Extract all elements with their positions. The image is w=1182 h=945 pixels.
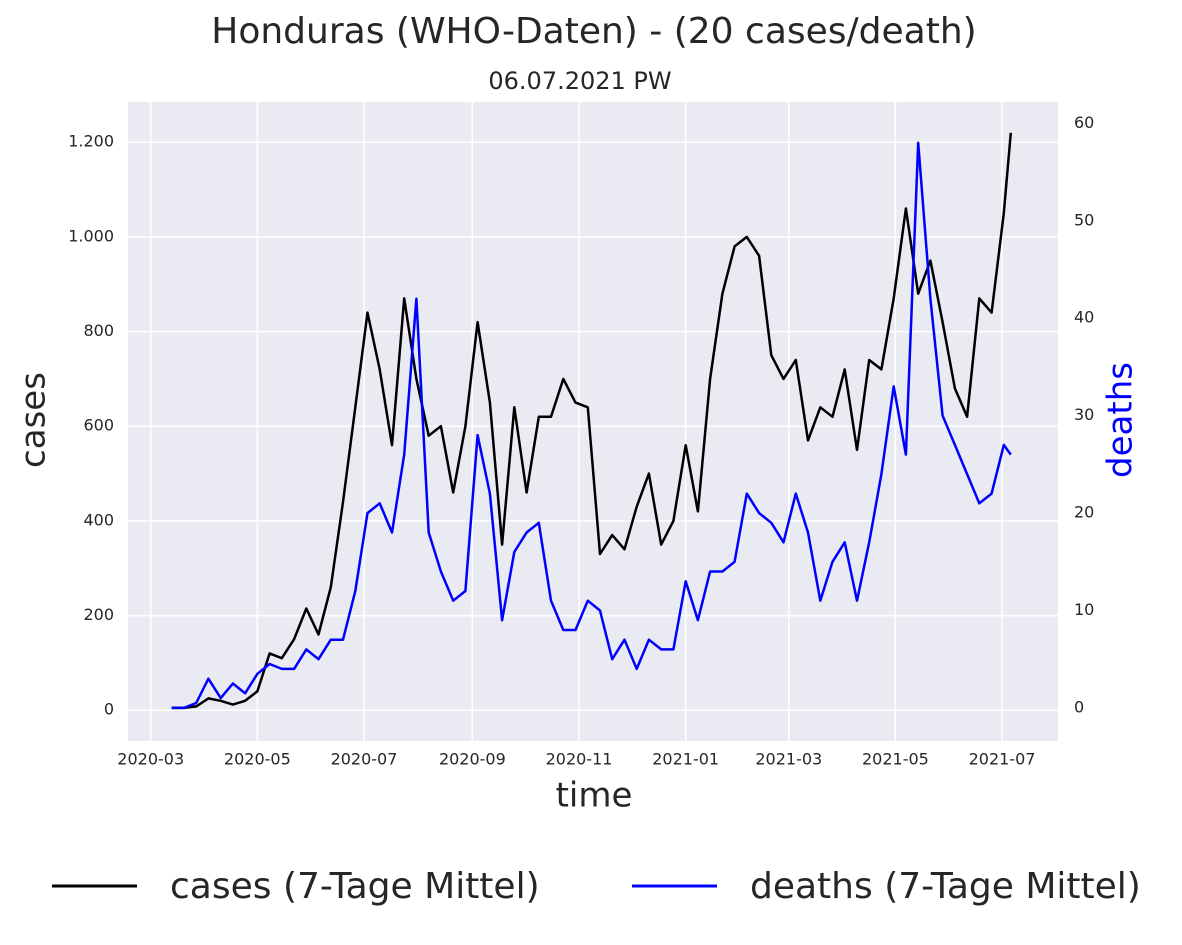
x-tick-label: 2021-03 bbox=[755, 750, 822, 769]
x-axis-label: time bbox=[556, 776, 633, 816]
legend-label: deaths (7-Tage Mittel) bbox=[750, 866, 1141, 907]
series-line bbox=[171, 141, 1012, 710]
y-tick-label: 1.000 bbox=[68, 226, 114, 245]
y2-tick-label: 20 bbox=[1074, 503, 1094, 522]
chart-subtitle: 06.07.2021 PW bbox=[488, 67, 671, 95]
y-tick-label: 200 bbox=[83, 605, 114, 624]
y2-tick-label: 0 bbox=[1074, 697, 1084, 716]
y-axis-label: cases bbox=[14, 372, 54, 468]
plot-area bbox=[128, 102, 1058, 741]
legend: cases (7-Tage Mittel) deaths (7-Tage Mitt… bbox=[52, 866, 1141, 907]
x-tick-label: 2020-11 bbox=[546, 750, 613, 769]
legend-label: cases (7-Tage Mittel) bbox=[170, 866, 540, 907]
y-tick-label: 1.200 bbox=[68, 132, 114, 151]
x-tick-label: 2020-09 bbox=[439, 750, 506, 769]
x-tick-label: 2021-05 bbox=[862, 750, 929, 769]
y2-tick-label: 30 bbox=[1074, 405, 1094, 424]
series-line bbox=[171, 132, 1013, 710]
y-tick-label: 400 bbox=[83, 510, 114, 529]
marks bbox=[171, 132, 1013, 710]
y-tick-label: 600 bbox=[83, 416, 114, 435]
y2-tick-label: 40 bbox=[1074, 308, 1094, 327]
y-tick-label: 0 bbox=[104, 700, 114, 719]
x-tick-label: 2021-01 bbox=[652, 750, 719, 769]
y2-tick-label: 50 bbox=[1074, 210, 1094, 229]
x-tick-label: 2020-07 bbox=[331, 750, 398, 769]
x-tick-label: 2021-07 bbox=[969, 750, 1036, 769]
x-tick-label: 2020-03 bbox=[117, 750, 184, 769]
y2-tick-label: 60 bbox=[1074, 113, 1094, 132]
y2-axis-label: deaths bbox=[1101, 362, 1141, 478]
grid bbox=[128, 102, 1058, 741]
x-tick-label: 2020-05 bbox=[224, 750, 291, 769]
chart-title: Honduras (WHO-Daten) - (20 cases/death) bbox=[211, 11, 976, 52]
y-tick-label: 800 bbox=[83, 321, 114, 340]
y2-tick-label: 10 bbox=[1074, 600, 1094, 619]
